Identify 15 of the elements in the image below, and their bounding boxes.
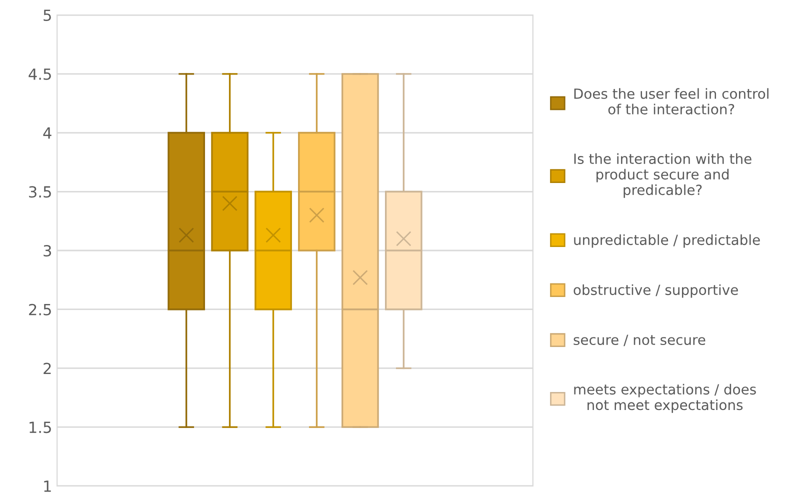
- legend-label: Is the interaction with the product secure and predicable?: [574, 153, 752, 198]
- y-tick-label: 4.5: [28, 68, 51, 80]
- y-tick-label: 2.5: [29, 304, 51, 316]
- legend-label: secure / not secure: [574, 334, 706, 346]
- y-tick-label: 5: [44, 10, 51, 22]
- y-tick-label: 4: [43, 127, 52, 139]
- legend-label: meets expectations / does not meet expectations: [574, 384, 756, 413]
- y-tick-label: 3.5: [29, 186, 51, 198]
- legend-label: Does the user feel in control of the interaction?: [574, 88, 768, 114]
- y-tick-label: 1: [44, 480, 51, 492]
- legend-label: unpredictable / predictable: [574, 234, 760, 248]
- y-tick-label: 3: [44, 244, 52, 257]
- y-tick-label: 1.5: [30, 422, 51, 434]
- legend-label: obstructive / supportive: [574, 284, 738, 298]
- y-tick-label: 2: [44, 362, 51, 374]
